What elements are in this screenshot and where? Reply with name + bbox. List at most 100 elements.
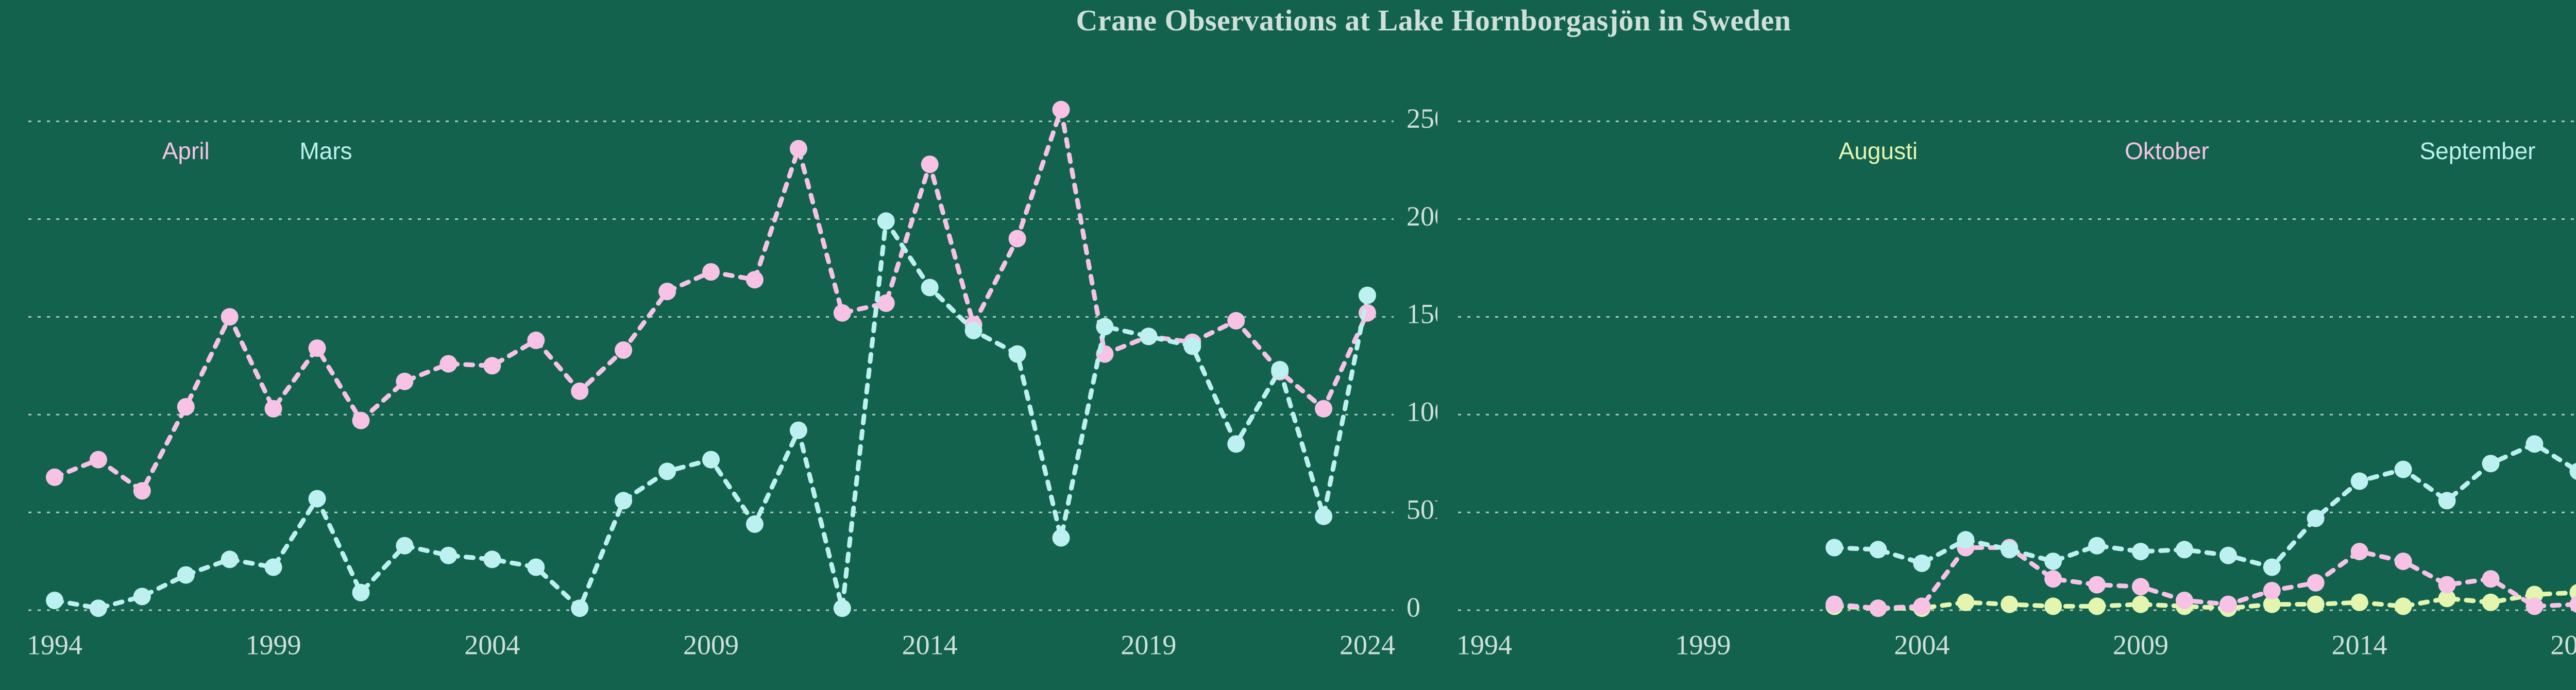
legend-label-mars[interactable]: Mars	[299, 137, 352, 164]
data-point[interactable]	[1869, 599, 1887, 617]
data-point[interactable]	[439, 546, 457, 564]
data-point[interactable]	[877, 294, 895, 312]
data-point[interactable]	[396, 537, 414, 555]
data-point[interactable]	[1359, 286, 1376, 304]
data-point[interactable]	[2088, 597, 2106, 615]
data-point[interactable]	[483, 550, 501, 568]
data-point[interactable]	[2088, 576, 2106, 594]
data-point[interactable]	[833, 599, 851, 617]
data-point[interactable]	[527, 331, 545, 349]
data-point[interactable]	[133, 588, 151, 606]
data-point[interactable]	[2307, 509, 2325, 527]
data-point[interactable]	[2482, 593, 2500, 611]
data-point[interactable]	[1140, 327, 1158, 346]
data-point[interactable]	[702, 451, 720, 469]
data-point[interactable]	[308, 490, 326, 508]
data-point[interactable]	[1096, 318, 1114, 336]
data-point[interactable]	[1008, 230, 1026, 248]
data-point[interactable]	[921, 279, 939, 297]
data-point[interactable]	[1227, 435, 1245, 453]
data-point[interactable]	[2307, 595, 2325, 613]
data-point[interactable]	[658, 283, 676, 300]
data-point[interactable]	[615, 341, 633, 359]
data-point[interactable]	[1052, 100, 1070, 118]
data-point[interactable]	[2482, 455, 2500, 473]
data-point[interactable]	[745, 271, 764, 289]
data-point[interactable]	[2526, 435, 2544, 453]
data-point[interactable]	[1869, 541, 1887, 559]
data-point[interactable]	[1271, 360, 1289, 378]
data-point[interactable]	[2394, 553, 2412, 571]
data-point[interactable]	[745, 515, 764, 533]
data-point[interactable]	[2132, 543, 2149, 561]
data-point[interactable]	[1008, 345, 1026, 363]
data-point[interactable]	[571, 382, 589, 400]
data-point[interactable]	[46, 468, 63, 486]
data-point[interactable]	[2263, 582, 2281, 599]
data-point[interactable]	[352, 411, 370, 429]
data-point[interactable]	[2044, 553, 2062, 571]
data-point[interactable]	[46, 592, 63, 609]
legend-label-april[interactable]: April	[162, 137, 210, 164]
data-point[interactable]	[2132, 595, 2149, 613]
data-point[interactable]	[2219, 546, 2237, 564]
data-point[interactable]	[1957, 531, 1975, 549]
data-point[interactable]	[2001, 595, 2019, 613]
data-point[interactable]	[396, 372, 414, 390]
data-point[interactable]	[527, 558, 545, 576]
data-point[interactable]	[2350, 543, 2368, 561]
data-point[interactable]	[921, 156, 939, 174]
data-point[interactable]	[2044, 597, 2062, 615]
data-point[interactable]	[2526, 597, 2544, 615]
data-point[interactable]	[2307, 574, 2325, 592]
data-point[interactable]	[702, 263, 720, 281]
data-point[interactable]	[877, 212, 895, 230]
legend-label-september[interactable]: September	[2419, 137, 2535, 164]
data-point[interactable]	[2263, 558, 2281, 576]
data-point[interactable]	[615, 492, 633, 510]
data-point[interactable]	[264, 400, 282, 418]
legend-label-augusti[interactable]: Augusti	[1839, 137, 1918, 164]
data-point[interactable]	[1315, 507, 1333, 525]
data-point[interactable]	[658, 462, 676, 480]
data-point[interactable]	[2438, 576, 2456, 594]
legend-label-oktober[interactable]: Oktober	[2125, 137, 2209, 164]
data-point[interactable]	[964, 321, 982, 339]
data-point[interactable]	[2175, 592, 2193, 609]
data-point[interactable]	[2569, 462, 2576, 480]
data-point[interactable]	[1825, 539, 1843, 557]
data-point[interactable]	[789, 421, 807, 439]
data-point[interactable]	[2263, 595, 2281, 613]
data-point[interactable]	[177, 566, 195, 584]
data-point[interactable]	[221, 308, 239, 326]
data-point[interactable]	[1315, 400, 1333, 418]
data-point[interactable]	[1957, 593, 1975, 611]
data-point[interactable]	[89, 599, 107, 617]
data-point[interactable]	[133, 482, 151, 500]
data-point[interactable]	[177, 398, 195, 416]
data-point[interactable]	[2132, 578, 2149, 596]
data-point[interactable]	[1913, 554, 1931, 572]
data-point[interactable]	[308, 339, 326, 357]
data-point[interactable]	[439, 355, 457, 373]
data-point[interactable]	[2482, 570, 2500, 588]
data-point[interactable]	[2438, 492, 2456, 510]
data-point[interactable]	[571, 599, 589, 617]
data-point[interactable]	[2219, 595, 2237, 613]
data-point[interactable]	[833, 304, 851, 322]
data-point[interactable]	[2175, 541, 2193, 559]
data-point[interactable]	[89, 451, 107, 469]
data-point[interactable]	[2088, 537, 2106, 555]
data-point[interactable]	[789, 140, 807, 158]
data-point[interactable]	[2350, 593, 2368, 611]
data-point[interactable]	[483, 357, 501, 375]
data-point[interactable]	[1227, 312, 1245, 330]
data-point[interactable]	[1183, 337, 1201, 355]
data-point[interactable]	[1913, 597, 1931, 615]
data-point[interactable]	[352, 583, 370, 601]
data-point[interactable]	[2569, 596, 2576, 613]
data-point[interactable]	[2394, 460, 2412, 478]
data-point[interactable]	[2001, 541, 2019, 559]
data-point[interactable]	[2394, 597, 2412, 615]
data-point[interactable]	[2350, 472, 2368, 490]
